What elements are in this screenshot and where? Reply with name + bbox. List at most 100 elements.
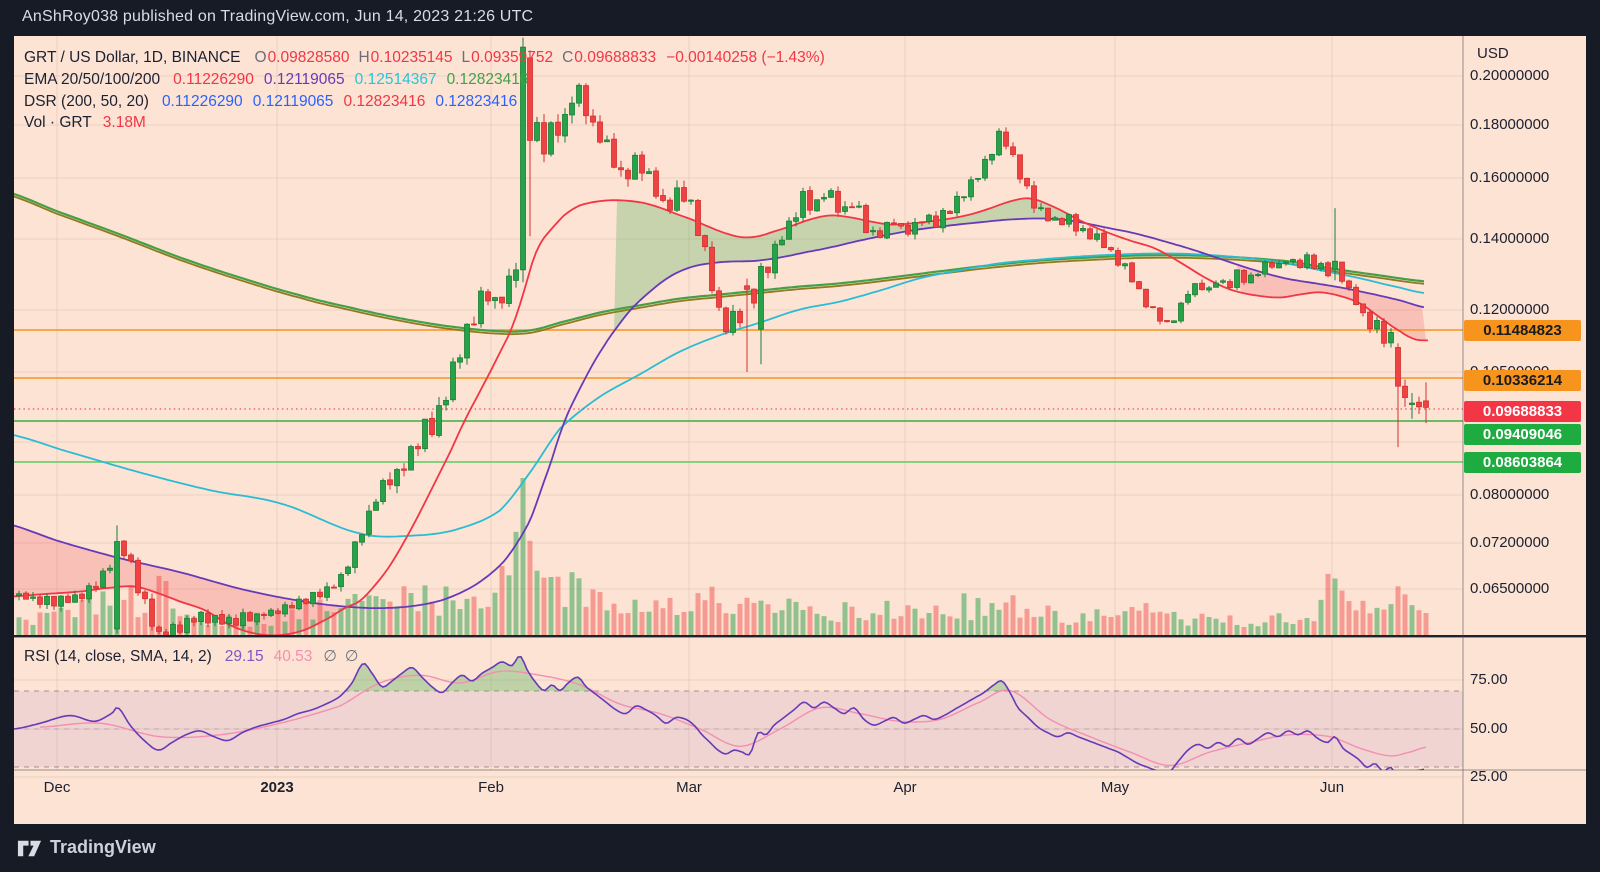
candle-body	[667, 199, 673, 211]
volume-bar	[1220, 622, 1226, 635]
volume-bar	[856, 617, 862, 635]
candle-body	[1150, 306, 1156, 309]
candle-body	[30, 596, 36, 599]
volume-bar	[1199, 613, 1205, 635]
volume-bar	[436, 615, 442, 635]
candle-body	[807, 190, 813, 211]
volume-bar	[667, 597, 673, 635]
volume-bar	[415, 611, 421, 635]
volume-bar	[37, 612, 43, 635]
volume-bar	[499, 566, 505, 635]
candle-body	[37, 596, 43, 605]
volume-bar	[317, 599, 323, 635]
candle-body	[247, 612, 253, 622]
candle-body	[541, 122, 547, 155]
candle-body	[436, 405, 442, 436]
candle-body	[639, 154, 645, 174]
candle-body	[1360, 303, 1366, 314]
candle-body	[198, 611, 204, 622]
candle-body	[156, 626, 162, 632]
candle-body	[1192, 283, 1198, 296]
candle-body	[443, 399, 449, 406]
candle-body	[856, 205, 862, 208]
candle-body	[79, 593, 85, 599]
candle-body	[149, 598, 155, 627]
volume-bar	[1206, 617, 1212, 635]
candle-body	[114, 541, 120, 630]
candle-body	[954, 195, 960, 214]
candle-body	[65, 595, 71, 603]
candle-body	[380, 480, 386, 502]
candle-body	[646, 171, 652, 175]
volume-bar	[1066, 624, 1072, 635]
volume-bar	[1304, 618, 1310, 635]
candle-body	[93, 585, 99, 589]
candle-body	[1171, 320, 1177, 323]
candle-body	[520, 46, 526, 271]
candle-body	[513, 269, 519, 281]
volume-bar	[121, 599, 127, 635]
candle-body	[660, 195, 666, 201]
volume-bar	[1129, 607, 1135, 635]
candle-body	[1269, 262, 1275, 268]
candle-body	[457, 357, 463, 363]
volume-bar	[1024, 608, 1030, 635]
volume-bar	[1185, 625, 1191, 635]
candle-body	[212, 614, 218, 623]
volume-bar	[814, 613, 820, 635]
volume-bar	[1094, 609, 1100, 635]
volume-bar	[681, 611, 687, 635]
candle-body	[723, 307, 729, 333]
candle-body	[1283, 261, 1289, 264]
candle-body	[464, 323, 470, 359]
volume-bar	[331, 612, 337, 635]
candle-body	[226, 617, 232, 624]
candle-body	[618, 167, 624, 171]
candle-body	[303, 598, 309, 604]
volume-bar	[303, 600, 309, 635]
volume-bar	[72, 617, 78, 635]
candle-body	[261, 613, 267, 616]
candle-body	[758, 265, 764, 330]
volume-bar	[618, 613, 624, 635]
rsi-sma-line	[39, 670, 1427, 767]
candle-body	[849, 206, 855, 209]
candle-body	[674, 187, 680, 211]
volume-bar	[1150, 612, 1156, 635]
candle-body	[975, 177, 981, 180]
volume-bar	[982, 615, 988, 635]
candle-body	[891, 222, 897, 225]
candle-body	[681, 187, 687, 202]
volume-bar	[1332, 578, 1338, 635]
volume-bar	[1080, 613, 1086, 635]
volume-bar	[954, 618, 960, 635]
candle-body	[107, 567, 113, 571]
volume-bar	[1353, 610, 1359, 635]
volume-bar	[387, 601, 393, 635]
candle-body	[562, 114, 568, 137]
publish-info-bar: AnShRoy038 published on TradingView.com,…	[0, 0, 1600, 36]
volume-bar	[1381, 609, 1387, 635]
candle-body	[695, 199, 701, 237]
tradingview-brand-text[interactable]: TradingView	[50, 837, 156, 857]
volume-bar	[520, 478, 526, 635]
chart-canvas[interactable]	[0, 36, 1600, 824]
volume-bar	[359, 600, 365, 635]
candle-body	[919, 221, 925, 224]
candle-body	[1164, 320, 1170, 323]
volume-bar	[275, 612, 281, 635]
volume-bar	[1416, 610, 1422, 635]
candle-body	[296, 598, 302, 610]
candle-body	[58, 595, 64, 607]
tradingview-logo-icon[interactable]	[16, 835, 43, 867]
candle-body	[555, 121, 561, 136]
candle-body	[1185, 294, 1191, 303]
candle-body	[359, 534, 365, 543]
candle-body	[534, 122, 540, 141]
volume-bar	[660, 608, 666, 635]
volume-bar	[247, 626, 253, 635]
volume-bar	[408, 593, 414, 635]
candle-body	[1010, 146, 1016, 155]
volume-bar	[646, 611, 652, 635]
volume-bar	[58, 607, 64, 635]
